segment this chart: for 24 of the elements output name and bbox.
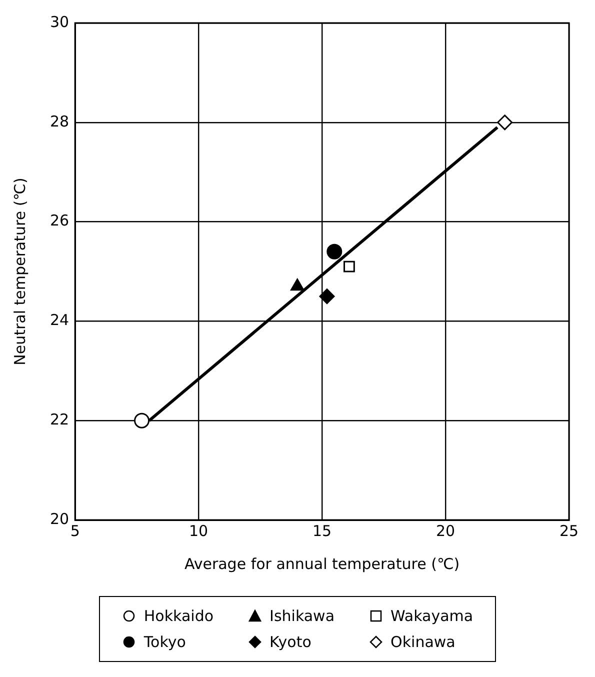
point [319,288,335,304]
y-tick-label: 24 [50,311,70,330]
legend-label: Okinawa [390,633,456,651]
legend-label: Ishikawa [270,607,335,625]
point [326,244,342,260]
x-axis-title: Average for annual temperature (℃) [184,554,460,573]
x-tick-label: 25 [559,522,579,540]
x-tick-label: 5 [70,522,80,540]
y-tick-label: 26 [50,212,70,230]
point [497,114,513,130]
y-tick-label: 30 [50,12,70,31]
legend-label: Hokkaido [144,607,214,625]
point [134,412,150,428]
x-tick-label: 15 [312,522,332,540]
legend-label: Wakayama [390,607,474,625]
y-tick-label: 28 [50,112,70,130]
y-tick-label: 22 [50,410,70,428]
y-tick-label: 20 [50,510,70,528]
y-axis-title: Neutral temperature (℃) [10,178,29,366]
legend-label: Tokyo [144,633,186,651]
x-tick-label: 20 [436,522,456,540]
legend-label: Kyoto [270,633,312,651]
point [344,260,355,272]
x-tick-label: 10 [189,522,208,540]
